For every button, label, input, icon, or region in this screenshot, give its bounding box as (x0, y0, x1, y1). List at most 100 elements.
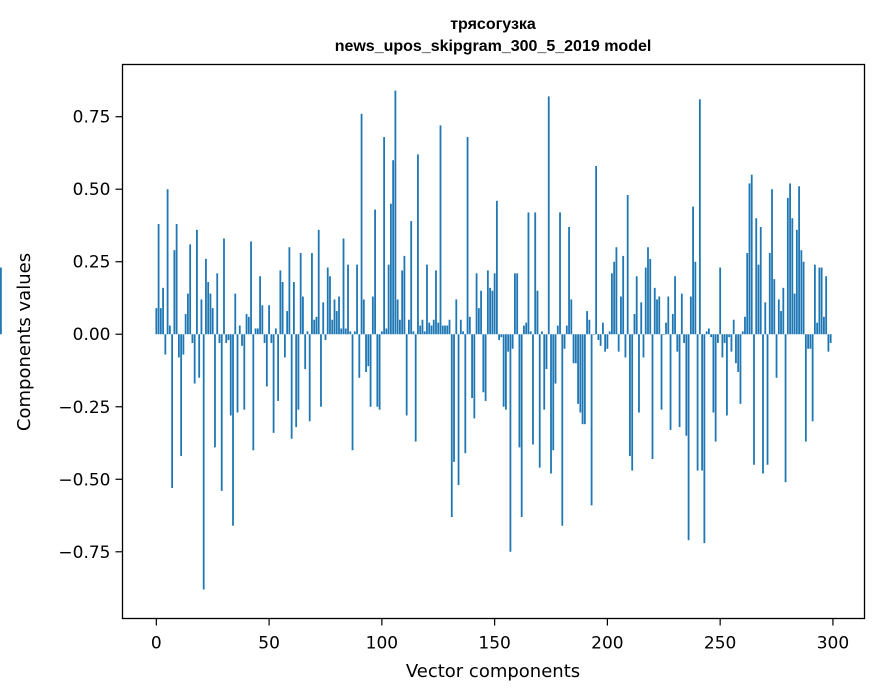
bar-265 (753, 334, 755, 465)
bar-298 (827, 334, 830, 352)
bar-191 (586, 311, 588, 335)
bar-198 (601, 322, 604, 335)
bar-291 (811, 334, 814, 422)
x-tick-label: 50 (258, 634, 280, 654)
y-tick-label: −0.50 (58, 470, 110, 490)
bar-65 (302, 296, 304, 335)
bar-208 (624, 334, 627, 358)
bar-33 (229, 334, 232, 416)
bar-160 (516, 273, 519, 335)
bar-69 (311, 253, 313, 335)
bar-71 (315, 316, 318, 335)
bar-296 (823, 316, 825, 335)
bar-206 (620, 296, 622, 335)
x-axis-label: Vector components (406, 661, 580, 682)
chart-title: трясогузка (450, 16, 536, 33)
bar-233 (680, 293, 683, 335)
bar-128 (444, 325, 446, 335)
bar-19 (198, 334, 201, 378)
bar-194 (592, 334, 595, 335)
bar-50 (268, 305, 270, 335)
bar-131 (450, 334, 453, 517)
bar-147 (486, 270, 489, 335)
bar-288 (804, 334, 807, 442)
bar-234 (683, 334, 685, 343)
bar-223 (658, 296, 661, 335)
bar-227 (667, 296, 670, 335)
bar-161 (518, 334, 521, 448)
bar-217 (644, 267, 647, 335)
bar-271 (766, 334, 769, 465)
bar-106 (394, 90, 397, 335)
bar-42 (250, 241, 252, 335)
bar-96 (371, 296, 374, 335)
bar-164 (525, 322, 528, 335)
bar-215 (640, 302, 643, 335)
bar-3 (162, 287, 164, 335)
x-tick-label: 300 (817, 634, 849, 654)
bar-148 (489, 287, 492, 335)
bar-undefined (0, 267, 2, 335)
y-tick-label: 0.25 (73, 253, 111, 273)
bar-290 (809, 334, 812, 349)
bar-26 (214, 334, 216, 448)
bar-134 (457, 334, 460, 486)
bar-195 (595, 166, 598, 335)
bar-87 (351, 334, 354, 451)
bar-99 (378, 334, 381, 410)
bar-116 (417, 154, 419, 335)
bar-28 (218, 334, 221, 343)
bar-31 (225, 334, 228, 343)
bar-95 (369, 334, 372, 407)
bar-200 (606, 334, 609, 349)
bar-241 (698, 99, 701, 335)
bar-183 (568, 226, 570, 335)
y-tick-label: 0.50 (73, 180, 111, 200)
x-axis-ticks: 0 50 100 150 200 250 300 (151, 618, 849, 654)
bar-231 (676, 334, 679, 352)
bar-203 (613, 261, 616, 335)
bar-151 (495, 200, 498, 335)
bar-260 (741, 331, 744, 335)
bar-37 (238, 325, 241, 335)
bar-242 (701, 334, 704, 471)
bar-146 (484, 334, 487, 401)
bar-247 (712, 334, 715, 413)
bar-278 (782, 287, 785, 335)
bar-250 (719, 267, 722, 335)
bar-187 (577, 334, 579, 404)
x-tick-label: 100 (366, 634, 398, 654)
bar-281 (789, 183, 791, 335)
bar-138 (466, 137, 469, 335)
bar-121 (428, 322, 431, 335)
bar-108 (399, 319, 401, 335)
bar-239 (694, 261, 697, 335)
bar-209 (626, 195, 629, 335)
bar-24 (209, 293, 212, 335)
bar-152 (498, 334, 501, 341)
bar-220 (651, 334, 654, 459)
bar-212 (633, 313, 636, 335)
bar-210 (629, 334, 631, 457)
bar-118 (421, 319, 424, 335)
bar-275 (775, 334, 778, 378)
y-axis-ticks: 0.75 0.50 0.25 0.00 −0.25 −0.50 −0.75 (58, 108, 123, 563)
bar-123 (432, 319, 435, 335)
bar-144 (480, 290, 482, 335)
bar-98 (376, 334, 379, 407)
bar-40 (245, 313, 248, 335)
bar-59 (288, 247, 291, 335)
bar-41 (247, 316, 250, 335)
bar-7 (171, 334, 174, 488)
bar-12 (182, 334, 185, 355)
bar-280 (786, 197, 789, 335)
x-tick-label: 200 (591, 634, 623, 654)
bar-4 (164, 334, 167, 355)
bar-149 (491, 290, 494, 335)
bar-10 (177, 334, 180, 358)
bar-85 (347, 264, 349, 335)
bar-259 (739, 334, 742, 404)
bar-112 (408, 319, 410, 335)
bar-199 (604, 334, 607, 352)
bar-270 (764, 302, 767, 335)
